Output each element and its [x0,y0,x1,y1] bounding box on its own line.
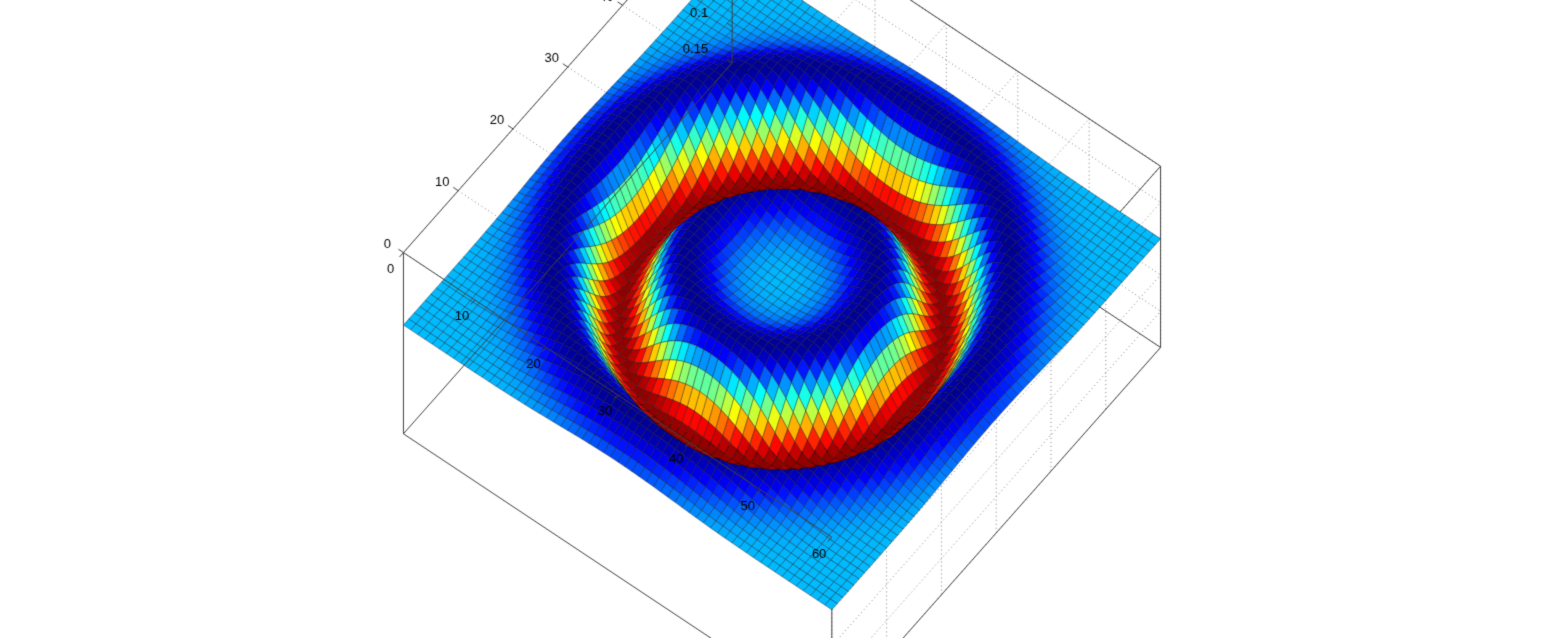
surface-canvas [0,0,1564,638]
chart-container: Velocity [0,0,1564,638]
